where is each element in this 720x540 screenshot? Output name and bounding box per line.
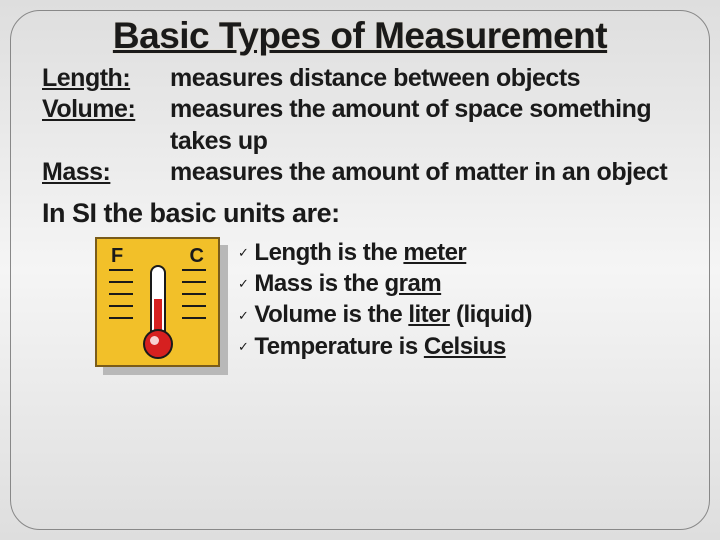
unit-prefix: Length is the — [254, 239, 403, 266]
definition-row: Mass: measures the amount of matter in a… — [42, 157, 678, 188]
definition-label: Length: — [42, 63, 170, 94]
unit-name: Celsius — [424, 333, 506, 360]
definitions-block: Length: measures distance between object… — [30, 63, 690, 188]
thermometer-card: F C — [95, 237, 220, 367]
definition-label: Volume: — [42, 94, 170, 157]
unit-prefix: Temperature is — [254, 333, 423, 360]
definition-row: Length: measures distance between object… — [42, 63, 678, 94]
unit-name: liter — [408, 301, 450, 328]
bottom-row: F C — [30, 237, 690, 372]
unit-suffix: (liquid) — [450, 301, 532, 328]
slide: Basic Types of Measurement Length: measu… — [0, 0, 720, 540]
thermometer-scale-f: F — [111, 245, 123, 268]
check-icon: ✓ — [238, 308, 248, 323]
thermometer-bulb — [143, 329, 173, 359]
slide-title: Basic Types of Measurement — [30, 15, 690, 57]
unit-prefix: Mass is the — [254, 270, 384, 297]
units-list: ✓ Length is the meter ✓ Mass is the gram ✓… — [238, 237, 690, 362]
unit-name: meter — [403, 239, 466, 266]
check-icon: ✓ — [238, 276, 248, 291]
unit-name: gram — [384, 270, 441, 297]
check-icon: ✓ — [238, 245, 248, 260]
definition-label: Mass: — [42, 157, 170, 188]
unit-prefix: Volume is the — [254, 301, 408, 328]
thermometer-scale-c: C — [190, 245, 204, 268]
subheading: In SI the basic units are: — [30, 198, 690, 229]
unit-item: ✓ Mass is the gram — [238, 268, 690, 299]
unit-item: ✓ Volume is the liter (liquid) — [238, 299, 690, 330]
unit-item: ✓ Length is the meter — [238, 237, 690, 268]
check-icon: ✓ — [238, 339, 248, 354]
definition-row: Volume: measures the amount of space som… — [42, 94, 678, 157]
definition-text: measures the amount of space something t… — [170, 94, 678, 157]
definition-text: measures distance between objects — [170, 63, 678, 94]
unit-item: ✓ Temperature is Celsius — [238, 331, 690, 362]
thermometer-tube — [150, 265, 166, 339]
definition-text: measures the amount of matter in an obje… — [170, 157, 678, 188]
thermometer-graphic: F C — [95, 237, 220, 372]
